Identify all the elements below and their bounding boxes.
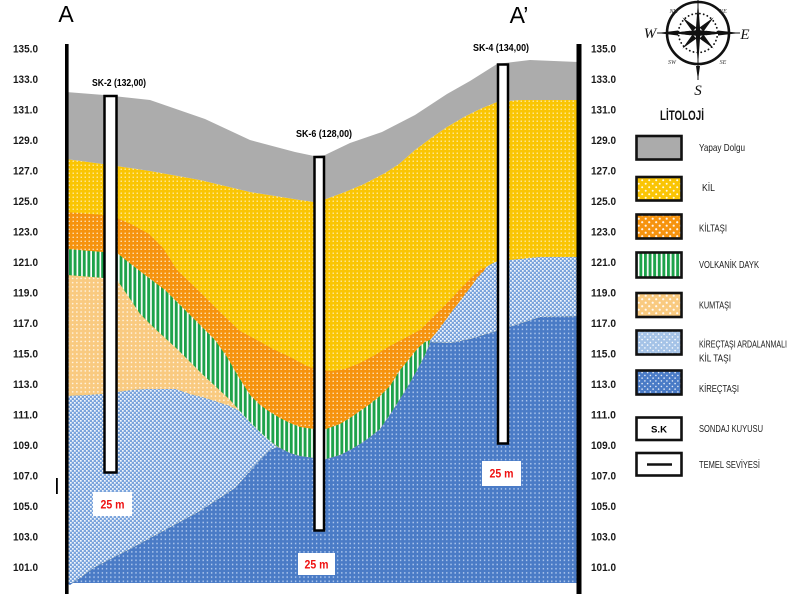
svg-text:TEMEL SEVİYESİ: TEMEL SEVİYESİ: [699, 458, 760, 471]
svg-text:VOLKANİK DAYK: VOLKANİK DAYK: [699, 258, 759, 271]
svg-text:KİLTAŞI: KİLTAŞI: [699, 222, 727, 235]
svg-text:LİTOLOJİ: LİTOLOJİ: [660, 107, 704, 123]
svg-text:129.0: 129.0: [591, 135, 616, 147]
svg-text:E: E: [739, 27, 749, 43]
svg-text:SK-2 (132,00): SK-2 (132,00): [92, 77, 146, 89]
svg-text:W: W: [644, 26, 658, 42]
svg-text:101.0: 101.0: [13, 562, 38, 574]
svg-text:A’: A’: [510, 2, 529, 28]
svg-text:119.0: 119.0: [591, 287, 616, 299]
svg-text:111.0: 111.0: [591, 409, 616, 421]
svg-text:131.0: 131.0: [13, 105, 38, 117]
svg-text:133.0: 133.0: [591, 74, 616, 86]
svg-text:SW: SW: [668, 60, 677, 66]
svg-text:119.0: 119.0: [13, 287, 38, 299]
svg-text:121.0: 121.0: [13, 257, 38, 269]
svg-text:KİREÇTAŞI ARDALANMALI: KİREÇTAŞI ARDALANMALI: [699, 338, 787, 351]
svg-text:Yapay Dolgu: Yapay Dolgu: [699, 142, 745, 154]
svg-text:111.0: 111.0: [13, 409, 38, 421]
svg-text:113.0: 113.0: [591, 379, 616, 391]
svg-text:105.0: 105.0: [13, 501, 38, 513]
svg-text:25 m: 25 m: [305, 560, 329, 572]
svg-text:A: A: [58, 1, 74, 27]
svg-text:127.0: 127.0: [13, 166, 38, 178]
svg-text:NE: NE: [718, 9, 727, 15]
svg-text:133.0: 133.0: [13, 74, 38, 86]
svg-text:115.0: 115.0: [591, 348, 616, 360]
svg-text:SK-4 (134,00): SK-4 (134,00): [473, 42, 529, 54]
svg-text:SK-6 (128,00): SK-6 (128,00): [296, 128, 352, 140]
svg-text:NW: NW: [669, 9, 680, 15]
svg-text:125.0: 125.0: [591, 196, 616, 208]
svg-text:S.K: S.K: [651, 425, 667, 436]
svg-text:KİL: KİL: [702, 181, 715, 194]
svg-text:109.0: 109.0: [13, 440, 38, 452]
svg-text:KİREÇTAŞI: KİREÇTAŞI: [699, 382, 739, 395]
svg-text:103.0: 103.0: [13, 531, 38, 543]
svg-text:KUMTAŞI: KUMTAŞI: [699, 300, 731, 312]
svg-text:115.0: 115.0: [13, 348, 38, 360]
svg-text:101.0: 101.0: [591, 562, 616, 574]
svg-text:117.0: 117.0: [13, 318, 38, 330]
svg-text:SONDAJ KUYUSU: SONDAJ KUYUSU: [699, 423, 763, 435]
svg-text:KİL TAŞI: KİL TAŞI: [699, 352, 731, 365]
svg-text:25 m: 25 m: [101, 500, 125, 512]
svg-text:123.0: 123.0: [591, 227, 616, 239]
svg-text:135.0: 135.0: [591, 44, 616, 56]
svg-text:109.0: 109.0: [591, 440, 616, 452]
svg-text:131.0: 131.0: [591, 105, 616, 117]
svg-text:113.0: 113.0: [13, 379, 38, 391]
svg-text:S: S: [694, 83, 702, 99]
svg-text:107.0: 107.0: [13, 470, 38, 482]
svg-text:127.0: 127.0: [591, 166, 616, 178]
svg-text:105.0: 105.0: [591, 501, 616, 513]
svg-text:135.0: 135.0: [13, 44, 38, 56]
svg-text:129.0: 129.0: [13, 135, 38, 147]
svg-text:123.0: 123.0: [13, 227, 38, 239]
svg-text:25 m: 25 m: [490, 469, 514, 481]
svg-text:125.0: 125.0: [13, 196, 38, 208]
svg-text:117.0: 117.0: [591, 318, 616, 330]
svg-text:107.0: 107.0: [591, 470, 616, 482]
svg-text:103.0: 103.0: [591, 531, 616, 543]
svg-text:SE: SE: [720, 60, 727, 66]
svg-text:121.0: 121.0: [591, 257, 616, 269]
